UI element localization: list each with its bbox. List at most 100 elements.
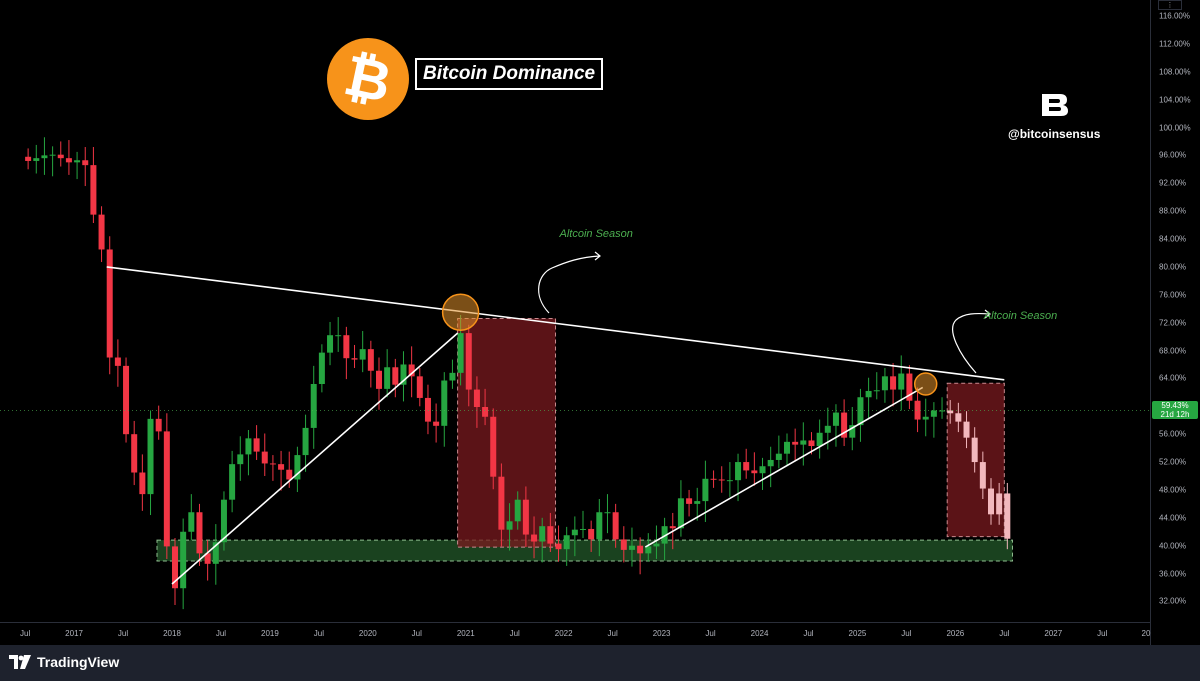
- candle: [702, 478, 709, 502]
- candle: [343, 335, 350, 359]
- candle: [792, 441, 799, 445]
- current-price-tag: 59.43% 21d 12h: [1152, 401, 1198, 420]
- candle: [637, 545, 644, 554]
- candle: [857, 397, 864, 426]
- candle: [74, 160, 81, 163]
- candle: [376, 370, 382, 389]
- candle: [881, 376, 888, 391]
- candle: [245, 438, 252, 455]
- x-tick-label: Jul: [411, 629, 422, 638]
- candle: [400, 364, 407, 385]
- callout-arrow: [538, 255, 601, 314]
- x-tick-label: Jul: [901, 629, 912, 638]
- candle: [596, 512, 603, 540]
- bar-countdown: 21d 12h: [1160, 410, 1190, 420]
- candle: [824, 425, 831, 433]
- y-tick-label: 104.00%: [1159, 95, 1191, 105]
- candle: [784, 441, 790, 454]
- candle: [775, 453, 782, 460]
- x-tick-label: 2020: [358, 629, 377, 638]
- x-tick-label: Jul: [215, 629, 227, 638]
- tradingview-logo-icon: [9, 655, 31, 669]
- candle: [465, 333, 472, 390]
- candle: [392, 367, 399, 385]
- trendline: [644, 386, 924, 548]
- y-tick-label: 112.00%: [1159, 39, 1190, 49]
- candle: [237, 454, 244, 465]
- candle: [498, 476, 505, 530]
- candle: [180, 531, 187, 589]
- altcoin-season-label: Altcoin Season: [983, 310, 1058, 323]
- x-tick-label: Jul: [1097, 629, 1108, 638]
- candle: [351, 358, 358, 360]
- y-tick-label: 108.00%: [1159, 67, 1191, 77]
- candle: [229, 464, 236, 500]
- candle: [294, 455, 301, 480]
- tradingview-wordmark: TradingView: [37, 654, 120, 670]
- candle: [849, 425, 856, 438]
- x-tick-label: 2022: [554, 629, 573, 638]
- candle: [759, 466, 766, 474]
- y-tick-label: 88.00%: [1159, 206, 1187, 216]
- candle: [359, 349, 366, 360]
- x-tick-label: 20: [1141, 629, 1151, 638]
- y-tick-label: 52.00%: [1159, 457, 1187, 467]
- x-tick-label: Jul: [117, 629, 129, 638]
- y-tick-label: 84.00%: [1159, 234, 1187, 244]
- x-tick-label: 2026: [946, 629, 965, 638]
- candle: [645, 546, 652, 554]
- candle: [514, 499, 521, 522]
- forecast-candle: [963, 421, 970, 438]
- price-axis[interactable]: 116.00% 112.00% 108.00% 104.00% 100.00% 96.00…: [1150, 0, 1200, 645]
- trendline: [171, 332, 459, 585]
- candle: [661, 526, 668, 544]
- candle: [416, 376, 423, 398]
- x-tick-label: 2027: [1044, 629, 1063, 638]
- trendline: [106, 266, 1005, 381]
- candle: [90, 165, 97, 215]
- candle: [302, 427, 309, 456]
- y-tick-label: 64.00%: [1159, 373, 1187, 383]
- candle: [531, 534, 538, 542]
- candle: [563, 535, 570, 550]
- candle: [286, 469, 293, 480]
- forecast-candle: [988, 488, 994, 515]
- brand-logo-icon: [1042, 94, 1068, 116]
- candle: [106, 249, 113, 358]
- y-tick-label: 48.00%: [1159, 485, 1187, 495]
- candle: [677, 498, 684, 529]
- callout-arrow: [952, 312, 991, 374]
- candles-layer: [25, 137, 1011, 610]
- candle: [865, 390, 872, 398]
- candle: [163, 431, 170, 547]
- x-tick-label: 2017: [65, 629, 83, 638]
- y-tick-label: 116.00%: [1159, 11, 1190, 21]
- candle: [669, 526, 676, 529]
- bitcoin-logo: ₿: [327, 38, 409, 120]
- x-tick-label: 2018: [163, 629, 181, 638]
- x-tick-label: 2025: [848, 629, 867, 638]
- y-tick-label: 96.00%: [1159, 150, 1187, 160]
- candle: [172, 546, 178, 589]
- candle: [212, 542, 219, 564]
- candle: [278, 464, 285, 470]
- chart-plot-area[interactable]: ₿ Bitcoin Dominance @bitcoinsensus Altco…: [0, 0, 1150, 620]
- candle: [424, 397, 431, 422]
- candle: [482, 406, 489, 417]
- candle: [98, 214, 105, 250]
- candle: [310, 383, 317, 428]
- candle: [620, 539, 627, 550]
- time-axis[interactable]: Jul 2017 Jul 2018 Jul 2019 Jul 2020 Jul 2021 Jul 20…: [0, 622, 1150, 646]
- x-tick-label: Jul: [705, 629, 716, 638]
- candle: [710, 478, 717, 480]
- bitcoin-symbol: ₿: [339, 42, 397, 115]
- x-tick-label: Jul: [313, 629, 324, 638]
- candle: [441, 380, 448, 426]
- altcoin-season-zone: [457, 317, 557, 548]
- candle: [204, 553, 211, 564]
- candle: [49, 154, 56, 156]
- expand-icon[interactable]: ⋮: [1158, 0, 1182, 10]
- chart-svg[interactable]: [0, 0, 1150, 620]
- tradingview-logo[interactable]: TradingView: [9, 654, 119, 670]
- support-zone: [156, 539, 1013, 562]
